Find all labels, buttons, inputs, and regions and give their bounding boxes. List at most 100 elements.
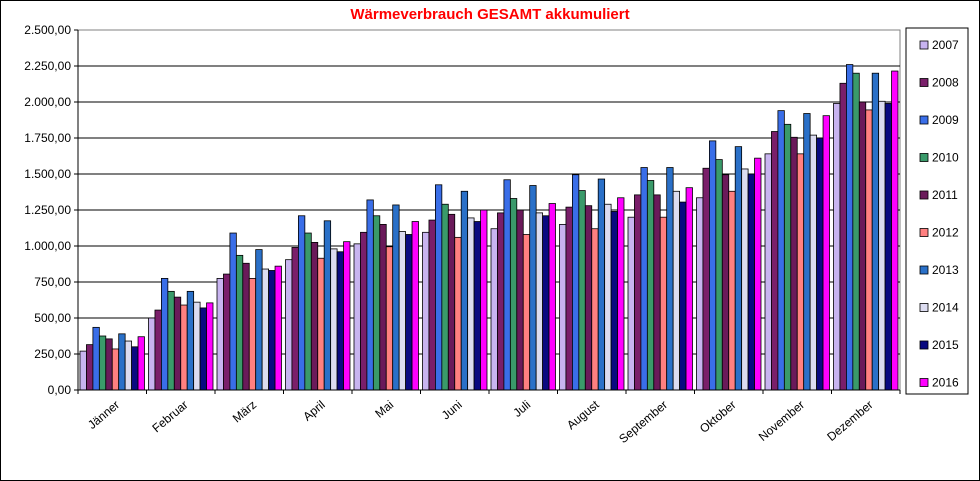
legend-swatch [919,340,929,350]
bar [86,344,94,391]
bar [285,259,293,391]
bar [659,216,668,391]
bar [884,103,892,391]
bar [297,215,306,391]
bar [124,340,133,391]
bar [878,100,886,391]
bar [572,174,580,391]
legend-swatch [919,190,929,200]
bar [822,115,830,391]
bar [118,333,126,391]
y-tick-label: 0,00 [48,383,72,397]
y-tick-label: 500,00 [34,311,71,325]
bar [193,301,201,391]
bar [467,217,475,391]
bar [490,228,498,391]
bar [653,194,661,391]
bar [330,248,338,391]
legend-box [905,27,969,395]
legend-label: 2007 [932,38,959,52]
bar [111,348,120,391]
bar [709,140,717,391]
y-tick-label: 1.000,00 [24,239,71,253]
legend-label: 2011 [932,188,958,202]
bar [803,113,811,391]
legend-swatch [919,40,929,50]
bar [679,201,687,391]
bar [584,205,593,391]
legend-swatch [919,265,929,275]
legend-swatch [919,303,929,312]
bar [261,268,269,391]
bar [131,346,139,391]
bar [591,228,599,391]
bar [98,335,107,391]
legend-swatch [919,228,929,237]
y-tick-label: 2.000,00 [24,95,71,109]
bar [180,304,188,391]
bar [578,190,586,391]
bar [529,185,537,391]
bar [379,223,387,391]
bar [858,101,867,391]
legend-label: 2012 [932,226,959,240]
bar [385,246,394,391]
bar [852,72,860,391]
bar [428,219,436,391]
bar [672,190,681,391]
bar [105,338,113,391]
bar [617,197,625,391]
bar [497,212,505,391]
bar [480,209,488,391]
x-tick-label: Juni [439,398,465,423]
bar [441,203,449,391]
bar [366,199,374,391]
bar [565,206,573,391]
bar [715,159,723,391]
bar [783,123,792,391]
x-tick-label: März [230,398,259,426]
x-axis: Jänner Februar März April Mai Juni Juli August S… [77,389,901,446]
bar [542,215,550,391]
bar [702,167,710,391]
bar [666,167,674,391]
bar [323,220,332,391]
bar [160,277,169,391]
y-tick-label: 250,00 [34,347,71,361]
legend-swatch [919,378,929,387]
bar [777,110,785,391]
bar [535,212,544,391]
bar [392,204,400,391]
bar [696,197,704,391]
bar [891,70,899,391]
x-tick-label: Jänner [85,398,122,432]
bar [771,131,779,391]
bar [353,243,361,391]
bar [846,64,854,391]
bar [816,137,824,391]
bar [154,309,162,391]
chart-title: Wärmeverbrauch GESAMT akkumuliert [350,6,630,23]
x-tick-label: Mai [372,398,396,421]
x-tick-label: Juli [510,398,533,420]
bar [167,290,175,391]
bar [343,241,351,391]
bar [646,180,655,391]
bar [336,251,344,391]
legend-label: 2013 [932,263,959,277]
bar [304,232,312,391]
bar [186,290,195,391]
bar [405,234,413,391]
y-tick-label: 1.500,00 [24,167,71,181]
x-tick-label: April [300,398,327,424]
gridlines [78,65,900,355]
x-tick-label: Oktober [697,398,739,436]
x-tick-label: Dezember [824,398,875,444]
bar [764,153,772,391]
bar [274,265,282,391]
bar [473,221,481,391]
bar [310,241,319,391]
legend-label: 2008 [932,76,959,90]
bar [754,157,762,391]
